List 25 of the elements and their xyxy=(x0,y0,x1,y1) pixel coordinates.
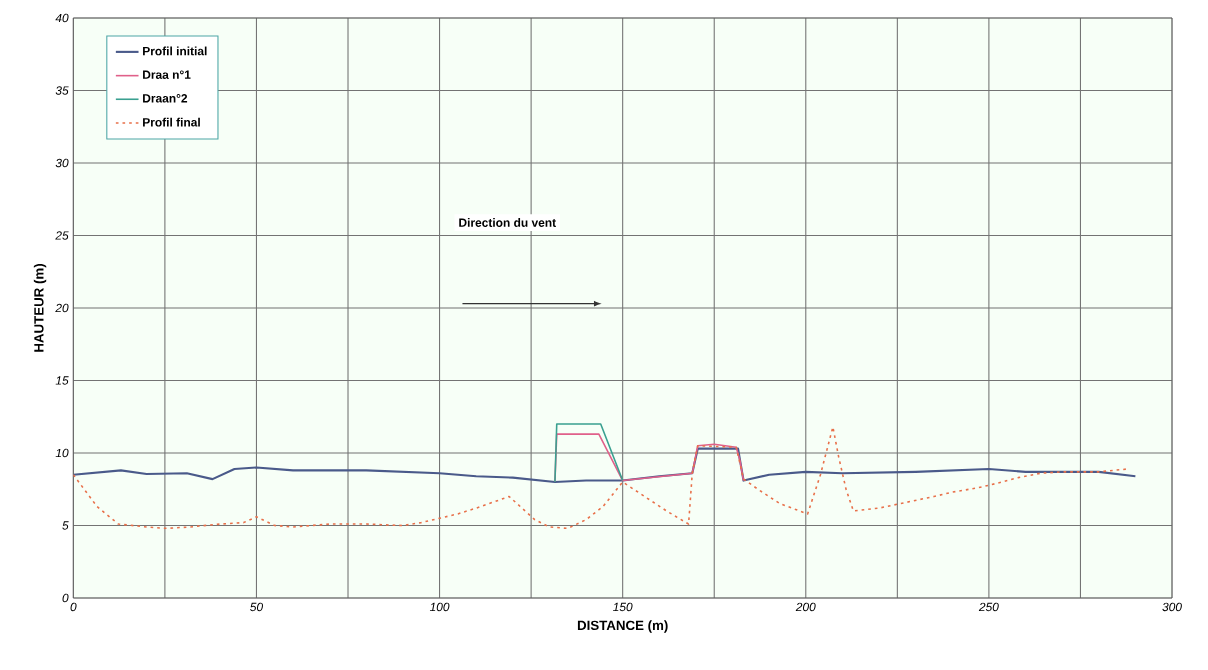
x-tick-label: 150 xyxy=(613,602,633,612)
legend-label: Draan°2 xyxy=(143,94,188,103)
x-tick-label: 250 xyxy=(978,602,999,612)
x-tick-label: 0 xyxy=(70,602,77,612)
y-axis-title: HAUTEUR (m) xyxy=(33,264,47,352)
y-tick-label: 5 xyxy=(62,521,69,530)
y-tick-label: 35 xyxy=(55,86,69,95)
y-tick-label: 30 xyxy=(55,158,69,168)
x-tick-label: 300 xyxy=(1162,602,1182,612)
legend-label: Draa n°1 xyxy=(143,70,191,79)
y-tick-label: 0 xyxy=(62,593,69,603)
y-tick-label: 15 xyxy=(55,376,69,385)
y-tick-label: 25 xyxy=(55,231,69,240)
x-axis-title: DISTANCE (m) xyxy=(577,620,668,633)
x-tick-label: 50 xyxy=(250,602,263,612)
line-series xyxy=(73,426,1129,530)
legend-label: Profil initial xyxy=(143,46,207,56)
legend-label: Profil final xyxy=(143,117,200,127)
line-series xyxy=(73,447,1137,484)
y-tick-label: 20 xyxy=(55,303,69,313)
x-tick-label: 100 xyxy=(429,602,450,612)
x-tick-label: 200 xyxy=(795,602,816,612)
annotation: Direction du vent xyxy=(459,218,556,227)
y-tick-label: 10 xyxy=(55,448,69,458)
y-tick-label: 40 xyxy=(55,13,69,23)
